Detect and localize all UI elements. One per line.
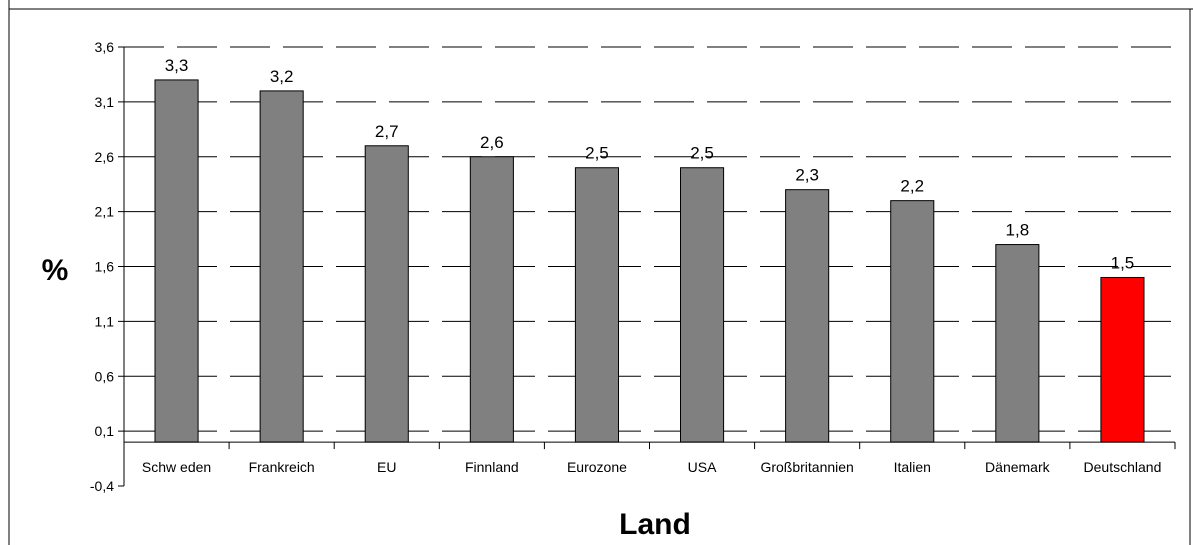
data-label: 1,5 bbox=[1111, 253, 1135, 272]
data-label: 2,6 bbox=[480, 133, 504, 152]
data-label: 2,7 bbox=[375, 122, 399, 141]
y-axis-title: % bbox=[42, 254, 69, 287]
category-label: Deutschland bbox=[1084, 459, 1162, 475]
y-tick-label: 3,6 bbox=[95, 39, 115, 55]
bar bbox=[890, 200, 935, 443]
bar bbox=[259, 90, 304, 443]
data-labels: 3,3 3,2 2,7 2,6 2,5 2,5 2,3 2,2 1,8 1,5 bbox=[165, 56, 1135, 273]
bars bbox=[154, 79, 1145, 443]
data-label: 2,2 bbox=[900, 177, 924, 196]
y-tick-label: 2,1 bbox=[95, 204, 115, 220]
y-tick-label: 3,1 bbox=[95, 94, 115, 110]
data-label: 2,3 bbox=[795, 166, 819, 185]
category-label: Finnland bbox=[465, 459, 519, 475]
bar bbox=[469, 156, 514, 443]
category-label: Eurozone bbox=[567, 459, 627, 475]
bar bbox=[785, 189, 830, 443]
data-label: 2,5 bbox=[690, 144, 714, 163]
y-tick-label: -0,4 bbox=[90, 478, 114, 494]
y-tick-label: 2,6 bbox=[95, 149, 115, 165]
category-label: Großbritannien bbox=[760, 459, 853, 475]
x-axis-title: Land bbox=[619, 508, 691, 541]
category-label: Dänemark bbox=[985, 459, 1051, 475]
bar bbox=[154, 79, 199, 443]
category-label: EU bbox=[377, 459, 396, 475]
y-tick-label: 1,6 bbox=[95, 259, 115, 275]
data-label: 2,5 bbox=[585, 144, 609, 163]
bar bbox=[1100, 276, 1145, 443]
y-tick-label: 1,1 bbox=[95, 313, 115, 329]
data-label: 1,8 bbox=[1006, 221, 1030, 240]
data-label: 3,2 bbox=[270, 67, 294, 86]
y-tick-label: 0,6 bbox=[95, 368, 115, 384]
category-label: Frankreich bbox=[249, 459, 315, 475]
y-tick-label: 0,1 bbox=[95, 423, 115, 439]
category-labels: Schw eden Frankreich EU Finnland Eurozone USA… bbox=[142, 459, 1161, 475]
axes bbox=[118, 46, 1176, 487]
bar bbox=[574, 167, 619, 443]
bar bbox=[364, 145, 409, 443]
bar bbox=[680, 167, 725, 443]
category-label: USA bbox=[688, 459, 717, 475]
data-label: 3,3 bbox=[165, 56, 189, 75]
bar bbox=[995, 244, 1040, 443]
y-tick-labels: -0,4 0,1 0,6 1,1 1,6 2,1 2,6 3,1 3,6 bbox=[90, 39, 114, 494]
category-label: Schw eden bbox=[142, 459, 211, 475]
category-label: Italien bbox=[894, 459, 931, 475]
